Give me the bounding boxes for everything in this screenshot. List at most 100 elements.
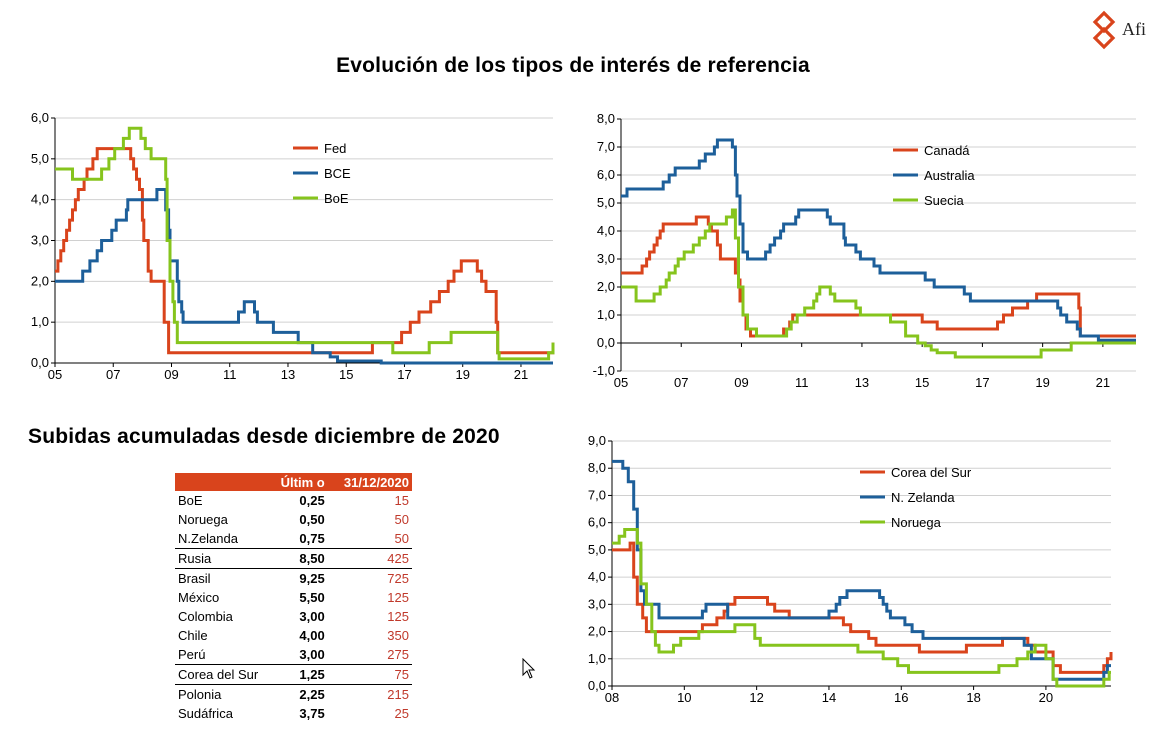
last-value-cell: 0,75 xyxy=(299,531,325,546)
country-cell: Chile xyxy=(178,628,208,643)
legend-label: BCE xyxy=(324,166,351,181)
y-tick-label: 4,0 xyxy=(588,569,606,584)
page-title: Evolución de los tipos de interés de ref… xyxy=(336,54,810,77)
x-tick-label: 07 xyxy=(106,367,120,382)
x-tick-label: 13 xyxy=(855,375,869,390)
y-tick-label: 0,0 xyxy=(597,335,615,350)
legend-label: N. Zelanda xyxy=(891,490,955,505)
country-cell: N.Zelanda xyxy=(178,531,238,546)
y-tick-label: 7,0 xyxy=(588,487,606,502)
x-tick-label: 17 xyxy=(975,375,989,390)
last-value-cell: 3,75 xyxy=(299,706,325,721)
x-tick-label: 17 xyxy=(397,367,411,382)
series-line-canad- xyxy=(621,215,1136,338)
cumulative-hikes-cell: 50 xyxy=(394,531,409,546)
country-cell: Brasil xyxy=(175,568,272,588)
series-line-bce xyxy=(55,188,553,365)
country-cell: Noruega xyxy=(178,512,228,527)
x-tick-label: 21 xyxy=(1096,375,1110,390)
legend-label: Canadá xyxy=(924,143,970,158)
cumulative-hikes-cell: 125 xyxy=(387,590,409,605)
series-line-corea-del-sur xyxy=(612,541,1113,674)
x-tick-label: 10 xyxy=(677,690,691,705)
table-row: Rusia 8,50 425 xyxy=(175,548,412,569)
x-tick-label: 08 xyxy=(605,690,619,705)
country-cell: Sudáfrica xyxy=(178,706,233,721)
table-row: N.Zelanda 0,75 50 xyxy=(175,529,412,549)
x-tick-label: 09 xyxy=(164,367,178,382)
x-tick-label: 15 xyxy=(915,375,929,390)
last-value-cell: 1,25 xyxy=(271,664,328,685)
logo-text: Afi xyxy=(1122,19,1146,39)
chart-us-eu-uk: 0,0 1,0 2,0 3,0 4,0 5,0 6,0 05 07 09 11 13 15 17 19 21 F… xyxy=(31,110,555,382)
series-line-suecia xyxy=(621,208,1136,359)
x-tick-label: 05 xyxy=(48,367,62,382)
cumulative-hikes-cell: 275 xyxy=(387,647,409,662)
last-value-cell: 3,00 xyxy=(299,609,325,624)
last-value-cell: 9,25 xyxy=(271,568,328,588)
series-line-boe xyxy=(55,126,555,361)
afi-logo: Afi xyxy=(1089,10,1151,50)
series-line-fed xyxy=(55,147,555,355)
last-value-cell: 2,25 xyxy=(271,684,328,704)
last-value-cell: 0,25 xyxy=(299,493,325,508)
x-tick-label: 19 xyxy=(1035,375,1049,390)
y-tick-label: 1,0 xyxy=(31,314,49,329)
x-tick-label: 13 xyxy=(281,367,295,382)
cumulative-hikes-cell: 50 xyxy=(394,512,409,527)
cumulative-hikes-cell: 350 xyxy=(387,628,409,643)
x-tick-label: 18 xyxy=(966,690,980,705)
y-tick-label: 9,0 xyxy=(588,433,606,448)
x-tick-label: 14 xyxy=(822,690,836,705)
y-tick-label: 1,0 xyxy=(588,651,606,666)
last-value-cell: 5,50 xyxy=(299,590,325,605)
country-cell: México xyxy=(178,590,220,605)
table-row: Polonia 2,25 215 xyxy=(175,684,412,704)
cumulative-hikes-cell: 125 xyxy=(387,609,409,624)
table-row: Perú 3,00 275 xyxy=(175,645,412,665)
table-row: Corea del Sur 1,25 75 xyxy=(175,664,412,685)
mouse-cursor-icon xyxy=(522,658,536,679)
table-row: Noruega 0,50 50 xyxy=(175,510,412,529)
last-value-cell: 8,50 xyxy=(271,548,328,569)
y-tick-label: 8,0 xyxy=(588,460,606,475)
y-tick-label: 2,0 xyxy=(597,279,615,294)
column-header-last: Últim o xyxy=(271,473,328,491)
y-tick-label: -1,0 xyxy=(593,363,615,378)
cumulative-hikes-cell: 15 xyxy=(394,493,409,508)
y-tick-label: 2,0 xyxy=(588,624,606,639)
x-tick-label: 11 xyxy=(223,367,237,382)
cumulative-hikes-cell: 425 xyxy=(327,548,412,569)
country-cell: Perú xyxy=(178,647,206,662)
x-tick-label: 21 xyxy=(514,367,528,382)
legend-label: Fed xyxy=(324,141,346,156)
y-tick-label: 5,0 xyxy=(588,542,606,557)
y-tick-label: 4,0 xyxy=(31,192,49,207)
y-tick-label: 6,0 xyxy=(597,167,615,182)
x-tick-label: 12 xyxy=(749,690,763,705)
y-tick-label: 6,0 xyxy=(588,515,606,530)
last-value-cell: 3,00 xyxy=(299,647,325,662)
legend-label: Corea del Sur xyxy=(891,465,972,480)
legend-label: BoE xyxy=(324,191,349,206)
cumulative-hikes-cell: 75 xyxy=(327,664,412,685)
legend-label: Australia xyxy=(924,168,975,183)
series-line-noruega xyxy=(612,528,1111,688)
table-row: México 5,50 125 xyxy=(175,588,412,607)
table-title: Subidas acumuladas desde diciembre de 20… xyxy=(28,425,500,448)
x-tick-label: 19 xyxy=(455,367,469,382)
cumulative-hikes-cell: 725 xyxy=(327,568,412,588)
chart-ca-au-se: -1,0 0,0 1,0 2,0 3,0 4,0 5,0 6,0 7,0 8,0 05 07 09 11 1… xyxy=(593,111,1136,390)
table-row: BoE 0,25 15 xyxy=(175,491,412,510)
country-cell: Rusia xyxy=(175,548,272,569)
country-cell: Colombia xyxy=(178,609,233,624)
y-tick-label: 7,0 xyxy=(597,139,615,154)
y-tick-label: 1,0 xyxy=(597,307,615,322)
y-tick-label: 5,0 xyxy=(597,195,615,210)
x-tick-label: 15 xyxy=(339,367,353,382)
y-tick-label: 3,0 xyxy=(31,233,49,248)
y-tick-label: 3,0 xyxy=(588,596,606,611)
country-cell: Polonia xyxy=(175,684,272,704)
series-line-australia xyxy=(621,138,1136,342)
cumulative-hikes-cell: 25 xyxy=(394,706,409,721)
